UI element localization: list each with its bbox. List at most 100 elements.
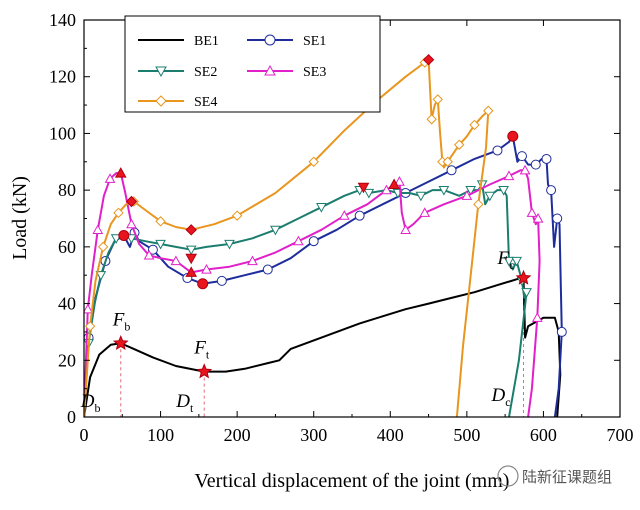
series-line-se4 — [84, 58, 490, 417]
data-point-se2 — [95, 271, 107, 281]
key-point-se4 — [422, 53, 435, 66]
key-point-se3 — [388, 178, 400, 189]
data-point-se3 — [394, 176, 405, 186]
legend-box — [124, 15, 381, 113]
data-point-se3 — [531, 312, 543, 322]
y-tick-label: 140 — [49, 10, 76, 30]
legend-marker-se3 — [264, 64, 276, 76]
data-point-se2 — [415, 191, 427, 202]
plot-series-group — [84, 53, 567, 417]
y-tick-label: 20 — [58, 350, 76, 370]
data-point-se1 — [541, 153, 552, 164]
data-point-se1 — [492, 145, 503, 156]
data-point-se3 — [104, 173, 116, 183]
key-point-be1 — [112, 335, 129, 350]
axis-ticks: 0 100 200 300 400 500 600 700 0 20 40 60 80 100 120 140 — [49, 10, 634, 445]
key-point-se1 — [118, 230, 130, 242]
data-point-se3 — [201, 264, 212, 274]
data-point-se1 — [147, 244, 158, 255]
data-point-se1 — [546, 185, 557, 196]
x-tick-label: 200 — [224, 425, 251, 445]
data-point-se4 — [113, 207, 124, 219]
data-point-se3 — [126, 218, 137, 229]
data-point-se1 — [516, 151, 527, 162]
legend-label-se1: SE1 — [303, 34, 326, 49]
x-tick-label: 600 — [530, 425, 557, 445]
data-point-se2 — [155, 239, 166, 250]
data-point-se1 — [216, 275, 227, 286]
annotation-dt: Dt — [175, 391, 194, 415]
data-point-se3 — [519, 164, 531, 175]
data-point-se2 — [270, 225, 281, 236]
key-point-se3 — [185, 266, 198, 277]
x-tick-label: 700 — [607, 425, 634, 445]
data-point-se1 — [262, 264, 273, 275]
data-point-se3 — [532, 212, 544, 223]
data-point-se2 — [465, 186, 477, 196]
data-point-se3 — [461, 190, 473, 200]
data-point-se3 — [526, 207, 538, 217]
data-point-se2 — [363, 188, 375, 199]
data-point-se3 — [503, 170, 515, 181]
data-point-se4 — [442, 156, 453, 167]
key-point-se4 — [125, 195, 138, 208]
annotation-ft: Ft — [193, 338, 210, 362]
data-point-se2 — [438, 186, 450, 196]
x-tick-label: 100 — [147, 425, 174, 445]
data-point-se4 — [97, 241, 109, 253]
x-axis-title: Vertical displacement of the joint (mm) — [195, 470, 510, 492]
data-point-se2 — [126, 234, 137, 244]
key-point-be1 — [515, 269, 532, 285]
wechat-logo-icon — [497, 465, 519, 487]
y-tick-label: 100 — [49, 123, 76, 143]
watermark: 陆新征课题组 — [497, 465, 612, 487]
series-line-be1 — [84, 277, 562, 417]
legend-label-se3: SE3 — [303, 65, 326, 80]
legend-marker-se1 — [264, 34, 276, 46]
watermark-text: 陆新征课题组 — [522, 468, 612, 486]
data-point-se3 — [338, 210, 350, 220]
data-point-se3 — [170, 255, 182, 266]
y-tick-label: 120 — [49, 67, 76, 87]
x-tick-label: 0 — [80, 425, 89, 445]
data-point-se3 — [419, 207, 431, 217]
data-point-se4 — [432, 94, 443, 105]
data-point-se3 — [92, 224, 104, 234]
annotation-dc: Dc — [491, 385, 511, 409]
y-tick-label: 80 — [58, 180, 76, 200]
key-point-se1 — [507, 130, 519, 142]
series-line-se1 — [84, 135, 563, 417]
data-point-se2 — [316, 203, 327, 213]
data-point-se4 — [453, 139, 465, 150]
key-point-be1 — [196, 363, 213, 379]
data-point-se3 — [293, 235, 304, 246]
legend-marker-se4 — [155, 95, 167, 107]
data-point-se2 — [498, 186, 509, 196]
y-tick-label: 40 — [58, 294, 76, 314]
y-axis-title: Load (kN) — [9, 176, 31, 260]
key-point-se1 — [197, 278, 209, 290]
data-point-se2 — [503, 256, 515, 267]
data-point-se3 — [400, 224, 411, 234]
data-point-se3 — [381, 184, 392, 195]
key-point-se2 — [185, 253, 198, 265]
data-point-se4 — [308, 156, 319, 167]
annotations: Fb Ft Fc Db Dt Dc — [80, 248, 515, 415]
data-point-se1 — [308, 236, 319, 247]
legend: BE1 SE1 SE2 SE3 SE4 — [124, 15, 381, 113]
data-point-se1 — [354, 210, 365, 221]
data-point-se1 — [556, 326, 567, 337]
data-point-se1 — [552, 213, 563, 224]
data-point-se4 — [155, 216, 166, 227]
data-point-se1 — [446, 165, 457, 176]
annotation-fc: Fc — [497, 248, 515, 272]
data-point-se4 — [231, 210, 243, 221]
data-point-se1 — [530, 159, 541, 170]
x-tick-label: 400 — [377, 425, 404, 445]
y-tick-label: 0 — [67, 407, 76, 427]
legend-label-se4: SE4 — [194, 95, 217, 110]
data-point-se4 — [473, 199, 484, 210]
data-point-se2 — [484, 191, 496, 202]
data-point-se4 — [483, 105, 494, 116]
data-point-se4 — [469, 119, 480, 131]
